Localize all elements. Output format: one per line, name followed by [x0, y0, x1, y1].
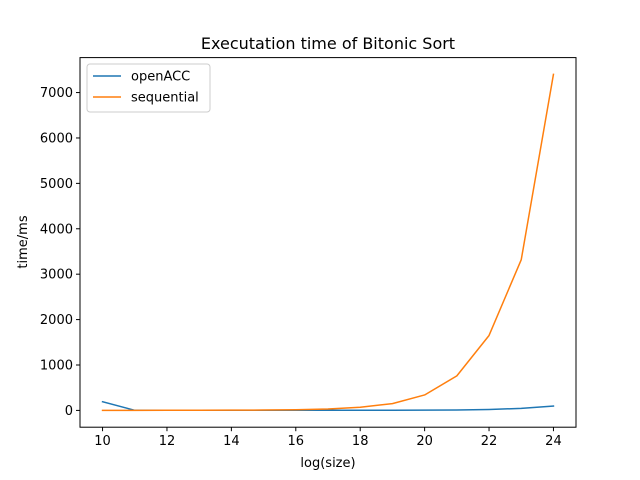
axes-frame: [79, 57, 577, 428]
y-tick-label: 1000: [40, 358, 73, 373]
y-tick-label: 4000: [40, 222, 73, 237]
y-tick-label: 6000: [40, 131, 73, 146]
y-tick-label: 3000: [40, 268, 73, 283]
x-axis-label: log(size): [300, 456, 355, 471]
y-tick-label: 7000: [40, 86, 73, 101]
y-axis-label: time/ms: [16, 215, 31, 268]
legend: openACC sequential: [86, 63, 211, 113]
x-tick-label: 10: [94, 434, 111, 449]
x-tick-label: 24: [545, 434, 562, 449]
series-layer: [101, 73, 555, 412]
x-tick-label: 12: [159, 434, 176, 449]
x-tick-label: 16: [288, 434, 305, 449]
x-tick-label: 14: [223, 434, 240, 449]
ticks-layer: 10 12 14 16 18 20 22 24 0 1000 2000 3000 4000 5000 600…: [40, 86, 562, 449]
y-tick-label: 5000: [40, 177, 73, 192]
chart-title: Executation time of Bitonic Sort: [201, 34, 455, 53]
plot-area: [80, 57, 576, 428]
legend-label: sequential: [131, 91, 199, 106]
x-tick-label: 20: [416, 434, 433, 449]
y-tick-label: 2000: [40, 313, 73, 328]
x-tick-label: 18: [352, 434, 369, 449]
legend-label: openACC: [131, 70, 190, 85]
y-tick-label: 0: [65, 404, 73, 419]
x-tick-label: 22: [481, 434, 498, 449]
series-line-sequential: [101, 73, 555, 412]
